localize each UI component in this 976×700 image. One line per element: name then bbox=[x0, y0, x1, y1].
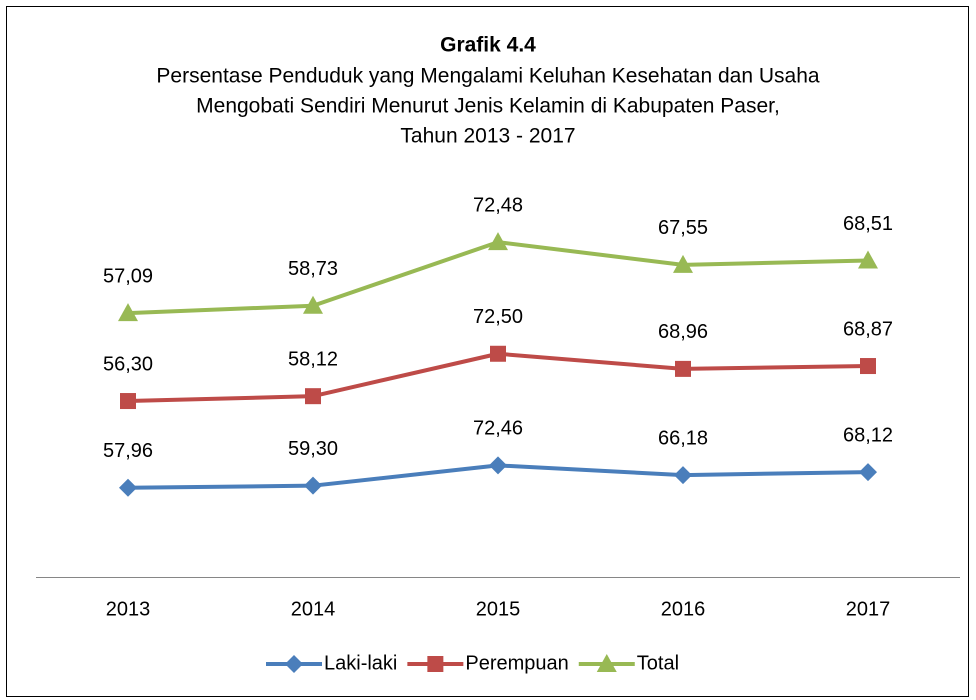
data-label: 68,87 bbox=[843, 318, 893, 340]
marker bbox=[285, 655, 303, 673]
data-label: 58,73 bbox=[288, 258, 338, 280]
chart-border bbox=[6, 6, 969, 697]
data-label: 68,96 bbox=[658, 321, 708, 343]
data-label: 59,30 bbox=[288, 438, 338, 460]
data-label: 56,30 bbox=[103, 353, 153, 375]
marker bbox=[490, 345, 506, 362]
marker bbox=[304, 476, 322, 495]
data-label: 66,18 bbox=[658, 427, 708, 449]
marker bbox=[119, 478, 137, 497]
marker bbox=[860, 358, 876, 375]
chart-subtitle: Persentase Penduduk yang Mengalami Keluh… bbox=[156, 65, 819, 88]
data-label: 68,51 bbox=[843, 213, 893, 235]
marker bbox=[489, 456, 507, 475]
data-label: 72,48 bbox=[473, 194, 523, 216]
marker bbox=[858, 250, 878, 269]
marker bbox=[673, 254, 693, 273]
marker bbox=[303, 295, 323, 314]
marker bbox=[675, 360, 691, 377]
marker bbox=[427, 656, 444, 672]
marker bbox=[674, 466, 692, 485]
chart-subtitle: Mengobati Sendiri Menurut Jenis Kelamin … bbox=[196, 95, 780, 118]
chart-title: Grafik 4.4 bbox=[440, 34, 536, 57]
x-tick-label: 2015 bbox=[476, 598, 521, 620]
x-tick-label: 2014 bbox=[291, 598, 336, 620]
data-label: 72,50 bbox=[473, 306, 523, 328]
data-label: 57,09 bbox=[103, 265, 153, 287]
legend-label: Perempuan bbox=[465, 652, 568, 674]
data-label: 68,12 bbox=[843, 424, 893, 446]
chart-subtitle: Tahun 2013 - 2017 bbox=[400, 125, 575, 148]
x-tick-label: 2013 bbox=[106, 598, 151, 620]
marker bbox=[596, 654, 617, 672]
data-label: 72,46 bbox=[473, 418, 523, 440]
legend-label: Laki-laki bbox=[324, 652, 397, 674]
x-tick-label: 2017 bbox=[846, 598, 891, 620]
data-label: 58,12 bbox=[288, 348, 338, 370]
data-label: 57,96 bbox=[103, 440, 153, 462]
marker bbox=[305, 388, 321, 405]
marker bbox=[120, 393, 136, 410]
series-line bbox=[127, 240, 869, 316]
data-label: 67,55 bbox=[658, 217, 708, 239]
marker bbox=[488, 232, 508, 251]
x-tick-label: 2016 bbox=[661, 598, 706, 620]
legend-label: Total bbox=[637, 652, 679, 674]
marker bbox=[118, 303, 138, 322]
marker bbox=[859, 463, 877, 482]
